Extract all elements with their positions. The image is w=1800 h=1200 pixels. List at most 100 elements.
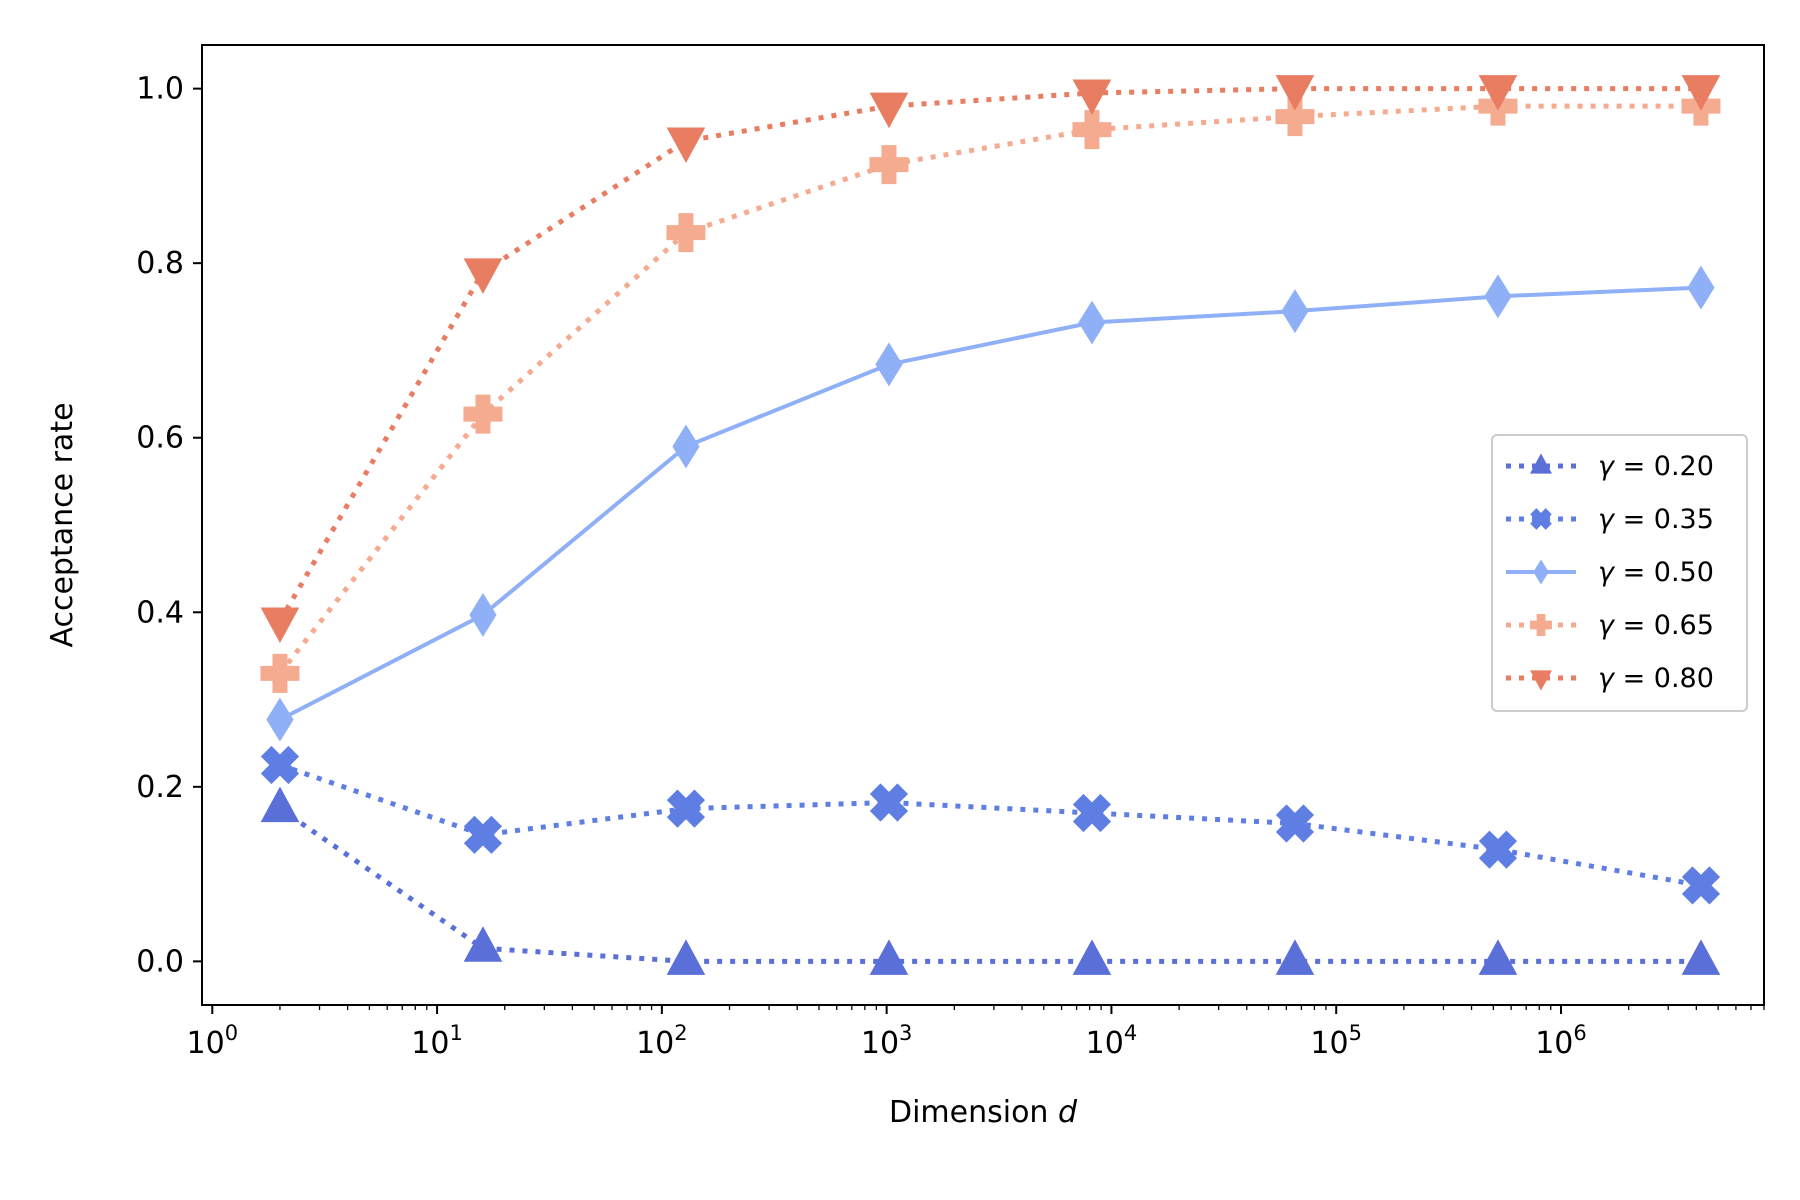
x-tick-exponent: 3 (899, 1021, 912, 1045)
data-point (1281, 289, 1309, 334)
data-point (463, 258, 503, 294)
data-point (869, 92, 909, 129)
legend-symbol: γ (1598, 451, 1616, 482)
legend-label: γ = 0.35 (1598, 504, 1714, 535)
data-point (266, 697, 294, 742)
legend-item: γ = 0.20 (1506, 451, 1714, 482)
data-point (469, 592, 497, 637)
x-tick-base: 10 (187, 1026, 225, 1061)
legend-marker (1529, 453, 1553, 474)
data-point (1078, 300, 1106, 345)
x-tick-label: 100 (187, 1021, 239, 1061)
x-tick-label: 102 (636, 1021, 688, 1061)
legend-symbol: γ (1598, 504, 1616, 535)
x-tick-label: 104 (1086, 1021, 1138, 1061)
data-point (1072, 79, 1112, 116)
data-point (666, 789, 706, 828)
legend-value: = 0.80 (1614, 663, 1714, 694)
series-1 (260, 745, 1721, 905)
x-tick-exponent: 0 (225, 1021, 238, 1045)
series-4 (260, 75, 1721, 644)
y-tick-label: 0.4 (136, 595, 184, 630)
legend-item: γ = 0.80 (1506, 663, 1714, 694)
data-point (869, 145, 909, 185)
axes-frame (201, 44, 1765, 1006)
data-point (869, 939, 909, 975)
x-tick-exponent: 4 (1124, 1021, 1137, 1045)
x-axis-label-variable: d (1058, 1095, 1078, 1130)
x-tick-label: 101 (411, 1021, 463, 1061)
data-point (260, 653, 300, 693)
data-point (260, 745, 300, 785)
data-point (1275, 939, 1315, 975)
series-line (277, 103, 1701, 675)
data-point (1687, 265, 1715, 310)
data-point (1681, 939, 1721, 975)
x-tick-exponent: 1 (449, 1021, 462, 1045)
y-tick-label: 0.0 (136, 944, 184, 979)
legend-marker (1530, 508, 1552, 530)
series-line (279, 762, 1702, 888)
legend-symbol: γ (1598, 557, 1616, 588)
data-point (666, 127, 706, 164)
y-tick-label: 0.6 (136, 421, 184, 456)
legend-item: γ = 0.65 (1506, 610, 1714, 641)
data-point (666, 213, 706, 253)
series-line (279, 285, 1702, 722)
legend: γ = 0.20γ = 0.35γ = 0.50γ = 0.65γ = 0.80 (1491, 434, 1748, 712)
data-point (869, 783, 909, 822)
legend-marker (1530, 614, 1552, 636)
legend-value: = 0.65 (1614, 610, 1714, 641)
y-tick-label: 1.0 (136, 72, 184, 107)
legend-marker (1529, 670, 1553, 691)
data-point (1275, 75, 1315, 111)
data-point (1478, 75, 1518, 111)
data-point (1681, 75, 1721, 111)
legend-item: γ = 0.50 (1506, 557, 1714, 588)
data-point (672, 424, 700, 469)
legend-marker (1533, 559, 1549, 585)
data-point (1275, 804, 1315, 843)
x-tick-base: 10 (1086, 1026, 1124, 1061)
legend-label: γ = 0.80 (1598, 663, 1714, 694)
x-tick-label: 106 (1535, 1021, 1587, 1061)
x-tick-base: 10 (861, 1026, 899, 1061)
data-point (463, 394, 503, 434)
legend-box (1491, 434, 1748, 712)
data-point (260, 607, 300, 644)
series-2 (266, 265, 1715, 742)
x-tick-base: 10 (636, 1026, 674, 1061)
legend-symbol: γ (1598, 610, 1616, 641)
x-axis-label: Dimension d (889, 1095, 1078, 1130)
x-axis-label-text: Dimension (889, 1095, 1048, 1130)
legend-label: γ = 0.20 (1598, 451, 1714, 482)
legend-label: γ = 0.50 (1598, 557, 1714, 588)
data-point (1072, 939, 1112, 975)
data-point (1484, 274, 1512, 319)
x-tick-label: 105 (1310, 1021, 1362, 1061)
legend-value: = 0.35 (1614, 504, 1714, 535)
data-point (666, 939, 706, 975)
legend-value: = 0.50 (1614, 557, 1714, 588)
x-tick-exponent: 6 (1573, 1021, 1586, 1045)
legend-item: γ = 0.35 (1506, 504, 1714, 535)
x-tick-base: 10 (1310, 1026, 1348, 1061)
data-point (463, 815, 503, 854)
y-tick-label: 0.2 (136, 770, 184, 805)
data-point (260, 786, 300, 823)
x-tick-base: 10 (1535, 1026, 1573, 1061)
y-tick-label: 0.8 (136, 246, 184, 281)
data-point (1681, 866, 1721, 905)
data-point (1072, 793, 1112, 833)
series-0 (260, 786, 1721, 975)
legend-value: = 0.20 (1614, 451, 1714, 482)
series-layer (260, 75, 1721, 975)
data-point (463, 926, 503, 962)
series-line (278, 806, 1701, 964)
data-point (875, 342, 903, 387)
series-line (277, 86, 1701, 623)
data-point (1072, 110, 1112, 150)
x-tick-label: 103 (861, 1021, 913, 1061)
